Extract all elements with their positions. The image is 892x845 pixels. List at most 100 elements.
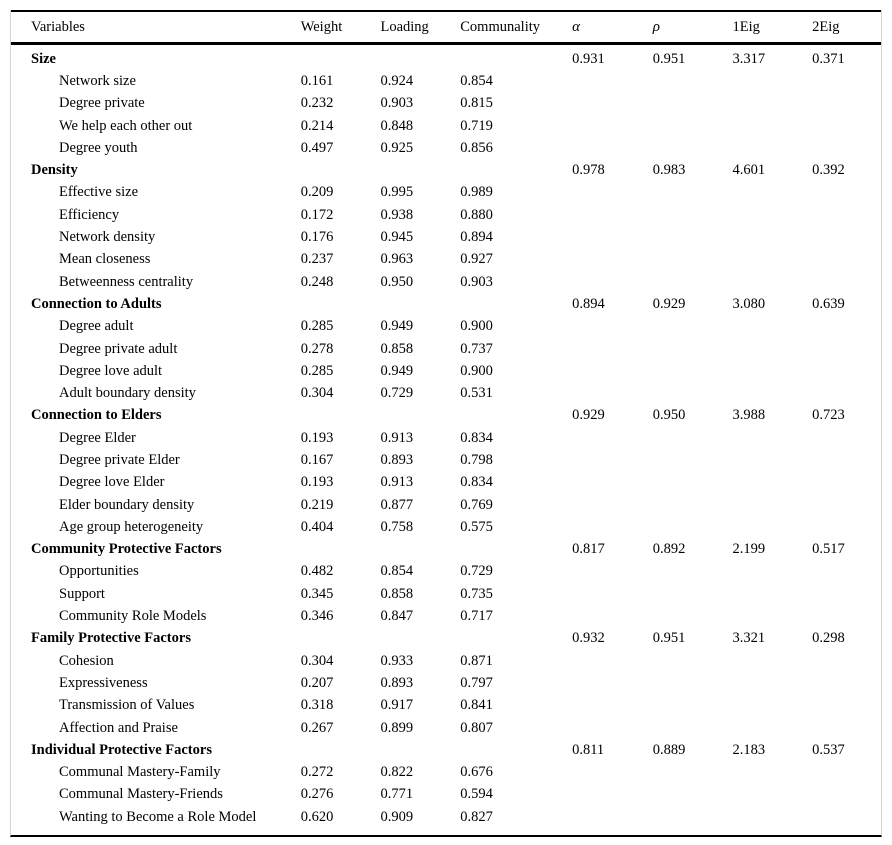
cell-weight: 0.345 xyxy=(300,585,334,602)
cell-label: Degree Elder xyxy=(59,429,136,446)
cell-eig2 xyxy=(812,561,881,583)
cell-eig1 xyxy=(732,137,812,159)
cell-eig1 xyxy=(732,271,812,293)
cell-rho xyxy=(653,472,733,494)
cell-eig2 xyxy=(812,717,881,739)
col-header-alpha: α xyxy=(572,11,653,45)
cell-loading: 0.877 xyxy=(380,496,414,513)
cell-communality: 0.894 xyxy=(460,229,493,246)
cell-rho: 0.929 xyxy=(652,295,686,312)
table-header: Variables Weight Loading Communality α ρ… xyxy=(11,11,881,45)
cell-eig2 xyxy=(812,182,881,204)
cell-communality: 0.719 xyxy=(460,117,493,134)
cell-alpha: 0.931 xyxy=(572,50,605,67)
cell-loading: 0.903 xyxy=(380,95,414,112)
cell-weight: 0.193 xyxy=(300,429,334,446)
cell-eig1 xyxy=(732,338,812,360)
cell-eig2 xyxy=(812,382,881,404)
cell-label: Expressiveness xyxy=(59,674,148,691)
table-row: Degree private Elder 0.167 0.893 0.798 xyxy=(11,449,881,471)
cell-alpha: 0.811 xyxy=(572,741,605,758)
cell-rho xyxy=(653,70,733,92)
cell-communality xyxy=(460,44,572,71)
cell-label: Betweenness centrality xyxy=(59,273,194,290)
cell-eig2 xyxy=(812,204,881,226)
cell-rho xyxy=(653,338,733,360)
cell-alpha xyxy=(572,382,653,404)
cell-weight: 0.176 xyxy=(300,229,334,246)
cell-weight: 0.276 xyxy=(300,786,334,803)
cell-rho: 0.892 xyxy=(652,541,686,558)
table-row: Degree love adult 0.285 0.949 0.900 xyxy=(11,360,881,382)
cell-weight: 0.285 xyxy=(300,318,334,335)
cell-loading: 0.858 xyxy=(380,340,414,357)
cell-eig1 xyxy=(732,472,812,494)
cell-label: Opportunities xyxy=(59,563,139,580)
table-row: Age group heterogeneity 0.404 0.758 0.575 xyxy=(11,516,881,538)
cell-weight: 0.209 xyxy=(300,184,334,201)
cell-communality: 0.900 xyxy=(460,318,493,335)
cell-eig2 xyxy=(812,137,881,159)
section-row: Size 0.931 0.951 3.317 0.371 xyxy=(11,44,881,71)
cell-label: Size xyxy=(31,50,56,67)
table-row: Network size 0.161 0.924 0.854 xyxy=(11,70,881,92)
cell-alpha xyxy=(572,650,653,672)
cell-alpha xyxy=(572,115,653,137)
cell-eig2 xyxy=(812,70,881,92)
cell-weight xyxy=(301,539,381,561)
cell-alpha xyxy=(572,561,653,583)
cell-label: Efficiency xyxy=(59,206,120,223)
cell-eig2 xyxy=(812,338,881,360)
cell-label: Family Protective Factors xyxy=(31,630,191,647)
table-row: Opportunities 0.482 0.854 0.729 xyxy=(11,561,881,583)
cell-label: Community Protective Factors xyxy=(31,541,222,558)
section-row: Community Protective Factors 0.817 0.892 2.… xyxy=(11,539,881,561)
section-row: Connection to Adults 0.894 0.929 3.080 0.639 xyxy=(11,293,881,315)
cell-eig1 xyxy=(732,516,812,538)
table-row: Communal Mastery-Family 0.272 0.822 0.676 xyxy=(11,762,881,784)
cell-weight: 0.167 xyxy=(300,451,334,468)
cell-weight xyxy=(301,159,381,181)
cell-loading: 0.924 xyxy=(380,72,414,89)
cell-communality xyxy=(460,539,572,561)
cell-loading xyxy=(380,405,460,427)
cell-eig1 xyxy=(732,561,812,583)
cell-alpha: 0.978 xyxy=(572,162,605,179)
cell-eig2: 0.639 xyxy=(812,295,845,312)
cell-communality: 0.815 xyxy=(460,95,493,112)
cell-label: Communal Mastery-Family xyxy=(59,764,221,781)
cell-alpha xyxy=(572,226,653,248)
cell-rho: 0.889 xyxy=(652,741,686,758)
cell-label: Connection to Elders xyxy=(31,407,162,424)
cell-label: Mean closeness xyxy=(59,251,151,268)
cell-eig1 xyxy=(732,717,812,739)
cell-alpha xyxy=(572,338,653,360)
cell-eig1 xyxy=(732,449,812,471)
cell-rho xyxy=(653,137,733,159)
cell-alpha: 0.894 xyxy=(572,295,605,312)
cell-weight xyxy=(301,44,381,71)
cell-eig1: 3.321 xyxy=(732,630,766,647)
cell-alpha xyxy=(572,93,653,115)
cell-eig2: 0.298 xyxy=(812,630,845,647)
cell-eig1 xyxy=(732,70,812,92)
cell-eig1: 3.080 xyxy=(732,295,766,312)
cell-communality: 0.807 xyxy=(460,719,493,736)
cell-alpha xyxy=(572,762,653,784)
cell-label: Wanting to Become a Role Model xyxy=(59,808,257,825)
table-row: Transmission of Values 0.318 0.917 0.841 xyxy=(11,695,881,717)
cell-rho xyxy=(653,427,733,449)
cell-alpha xyxy=(572,717,653,739)
cell-eig1 xyxy=(732,204,812,226)
cell-eig2 xyxy=(812,316,881,338)
cell-eig1 xyxy=(732,762,812,784)
cell-weight: 0.285 xyxy=(300,362,334,379)
cell-eig2: 0.723 xyxy=(812,407,845,424)
cell-communality: 0.880 xyxy=(460,206,493,223)
cell-communality xyxy=(460,159,572,181)
cell-alpha xyxy=(572,494,653,516)
cell-communality: 0.841 xyxy=(460,697,493,714)
cell-weight: 0.318 xyxy=(300,697,334,714)
cell-loading: 0.822 xyxy=(380,764,414,781)
cell-rho xyxy=(653,784,733,806)
